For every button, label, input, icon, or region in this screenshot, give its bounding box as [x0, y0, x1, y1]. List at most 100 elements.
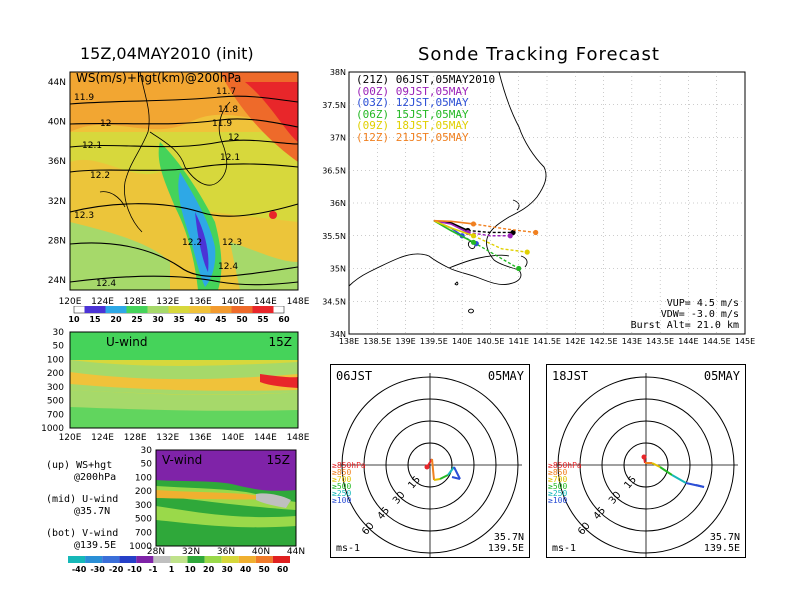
level-legend-item: ≥850hPa: [332, 461, 366, 470]
burst-point: [470, 233, 477, 239]
contour-label: 11.9: [74, 93, 94, 103]
y-tick-label: 50: [53, 342, 65, 352]
level-legend-item: ≥700: [332, 475, 351, 484]
x-tick-label: 36N: [217, 547, 235, 557]
x-tick-label: 120E: [59, 297, 82, 307]
colorbar-label: 50: [236, 315, 248, 324]
x-tick-label: 40N: [252, 547, 270, 557]
colorbar-label: 10: [185, 565, 197, 574]
note-bot: (bot) V-wind @139.5E: [46, 528, 119, 551]
sonde-title: Sonde Tracking Forecast: [418, 44, 660, 65]
x-tick-label: 120E: [59, 433, 82, 443]
burst-point: [470, 221, 477, 227]
colorbar-label: 60: [278, 315, 290, 324]
x-tick-label: 144.5E: [703, 337, 731, 346]
colorbar-label: 10: [68, 315, 80, 324]
y-tick-label: 36N: [330, 199, 346, 208]
contour-label: 11.9: [212, 119, 232, 129]
hodo-right-lon: 139.5E: [704, 543, 740, 554]
legend-item: (12Z) 21JST,05MAY: [356, 130, 469, 144]
vup-label: VUP= 4.5 m/s: [667, 298, 739, 309]
legend-item: (03Z) 12JST,05MAY: [356, 96, 469, 109]
x-tick-label: 28N: [147, 547, 165, 557]
hodo-left-lon: 139.5E: [488, 543, 524, 554]
legend-item: (06Z) 15JST,05MAY: [356, 107, 469, 121]
y-tick-label: 44N: [48, 78, 66, 88]
y-tick-label: 700: [135, 528, 152, 538]
x-tick-label: 143.5E: [646, 337, 674, 346]
colorbar-swatch: [153, 556, 171, 563]
contour-label: 12: [100, 119, 111, 129]
hodo-segment: [431, 458, 435, 481]
y-tick-label: 40N: [48, 118, 66, 128]
hodo-right-lat: 35.7N: [710, 532, 740, 543]
hodo-surface-point: [424, 464, 430, 470]
x-tick-label: 136E: [189, 433, 212, 443]
x-tick-label: 139.5E: [420, 337, 448, 346]
y-tick-label: 34N: [330, 330, 346, 339]
hodo-segment: [439, 474, 449, 480]
colorbar-label: 40: [194, 315, 206, 324]
y-tick-label: 28N: [48, 236, 66, 246]
colorbar-swatch: [168, 306, 190, 313]
x-tick-label: 140E: [221, 297, 244, 307]
y-tick-label: 35.5N: [322, 232, 346, 241]
x-tick-label: 142.5E: [590, 337, 618, 346]
hodo-left-time: 06JST: [336, 369, 372, 383]
x-tick-label: 148E: [287, 433, 310, 443]
y-tick-label: 35N: [330, 265, 346, 274]
panel-notes: (up) WS+hgt @200hPa (mid) U-wind @35.7N (b…: [46, 460, 118, 552]
y-tick-label: 32N: [48, 197, 66, 207]
level-legend-item: ≥700: [548, 475, 567, 484]
x-tick-label: 140E: [452, 337, 472, 346]
sonde-track-chart: VUP= 4.5 m/s VDW= -3.0 m/s Burst Alt= 21…: [322, 68, 755, 346]
u-wind-time: 15Z: [269, 335, 293, 349]
ws-colorbar: 10 15 20 25 30 35 40 45 50 55 60: [68, 306, 290, 324]
level-legend-item: ≥100: [548, 496, 567, 505]
burst-label: Burst Alt= 21.0 km: [631, 320, 739, 331]
x-tick-label: 144E: [254, 433, 277, 443]
y-tick-label: 30: [53, 328, 65, 338]
note-up: (up) WS+hgt @200hPa: [46, 460, 117, 483]
hodo-segment: [453, 466, 461, 480]
y-tick-label: 36.5N: [322, 166, 346, 175]
note-mid: (mid) U-wind @35.7N: [46, 494, 119, 517]
x-tick-label: 144E: [678, 337, 698, 346]
y-tick-label: 1000: [41, 424, 64, 434]
x-tick-label: 132E: [156, 297, 179, 307]
colorbar-label: 20: [110, 315, 122, 324]
x-tick-label: 32N: [182, 547, 200, 557]
contour-label: 11.7: [216, 87, 236, 97]
y-tick-label: 300: [47, 383, 64, 393]
colorbar-label: 15: [89, 315, 101, 324]
level-legend-item: ≥250: [548, 489, 567, 498]
vdw-label: VDW= -3.0 m/s: [661, 309, 739, 320]
colorbar-label: 30: [152, 315, 164, 324]
colorbar-swatch: [119, 556, 137, 563]
landing-point: [524, 249, 530, 255]
colorbar-label: -10: [127, 565, 142, 574]
ws-map-panel: WS(m/s)+hgt(km)@200hPa 11.9 11.7 11.8 12…: [48, 71, 310, 307]
legend-item: (00Z) 09JST,05MAY: [356, 84, 469, 98]
x-tick-label: 128E: [124, 297, 147, 307]
level-legend-item: ≥850hPa: [548, 461, 582, 470]
y-tick-label: 100: [47, 355, 64, 365]
track-line-ascent: [433, 219, 474, 237]
level-legend-item: ≥250: [332, 489, 351, 498]
landing-point: [507, 233, 513, 239]
x-tick-label: 132E: [156, 433, 179, 443]
x-tick-label: 139E: [395, 337, 415, 346]
y-tick-label: 30: [141, 446, 153, 456]
x-tick-label: 145E: [735, 337, 755, 346]
x-tick-label: 141.5E: [533, 337, 561, 346]
hodo-segment: [451, 476, 461, 480]
x-tick-label: 141E: [509, 337, 529, 346]
ws-overlay-label: WS(m/s)+hgt(km)@200hPa: [76, 71, 241, 85]
colorbar-swatch: [189, 306, 211, 313]
x-tick-label: 138E: [339, 337, 359, 346]
colorbar-label: 35: [173, 315, 185, 324]
hodo-left-lat: 35.7N: [494, 532, 524, 543]
x-tick-label: 138.5E: [363, 337, 391, 346]
contour-label: 12.2: [90, 171, 110, 181]
